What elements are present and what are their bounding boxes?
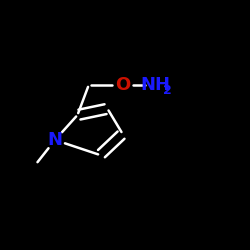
Text: O: O (115, 76, 130, 94)
Text: N: N (48, 131, 62, 149)
Text: 2: 2 (162, 84, 172, 97)
Text: NH: NH (140, 76, 170, 94)
